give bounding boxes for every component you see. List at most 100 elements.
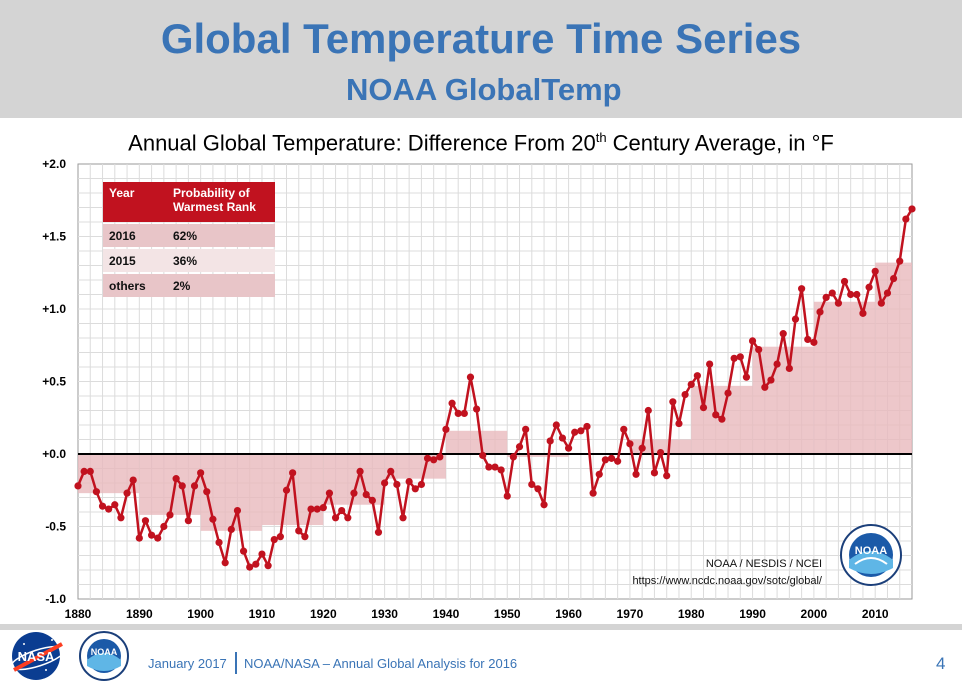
y-tick-label: +0.0	[42, 447, 66, 461]
data-point	[209, 515, 217, 523]
chart-title-main: Annual Global Temperature: Difference Fr…	[128, 130, 596, 156]
page-number: 4	[936, 654, 946, 673]
x-tick-label: 1950	[494, 607, 521, 621]
data-point	[246, 563, 254, 571]
data-point	[902, 215, 910, 223]
data-point	[344, 514, 352, 522]
decade-average-bar	[813, 301, 876, 454]
credit-url-link[interactable]: https://www.ncdc.noaa.gov/sotc/global/	[632, 575, 822, 587]
data-point	[687, 380, 695, 388]
table-cell-probability: 36%	[167, 249, 275, 272]
data-point	[767, 376, 775, 384]
data-point	[92, 488, 100, 496]
x-tick-label: 1880	[65, 607, 92, 621]
table-row: 2016 62%	[103, 224, 275, 247]
data-point	[135, 534, 143, 542]
noaa-logo-icon: NOAA	[840, 524, 902, 586]
noaa-logo-text: NOAA	[855, 545, 887, 557]
data-point	[804, 335, 812, 344]
data-point	[552, 421, 560, 429]
data-point	[466, 373, 475, 381]
data-point	[546, 437, 554, 445]
data-point	[632, 470, 640, 478]
noaa-small-logo-text: NOAA	[91, 647, 118, 657]
data-point	[589, 489, 597, 497]
x-tick-label: 1940	[433, 607, 460, 621]
data-point	[681, 390, 689, 399]
data-point	[295, 527, 303, 535]
data-point	[675, 419, 683, 428]
data-point	[847, 290, 855, 299]
data-point	[160, 522, 168, 531]
data-point	[227, 525, 235, 534]
x-tick-label: 2010	[862, 607, 889, 621]
x-tick-label: 1920	[310, 607, 337, 621]
data-point	[172, 475, 180, 483]
data-point	[534, 485, 542, 493]
table-header-probability-line1: Probability of	[173, 186, 250, 200]
data-point	[123, 489, 131, 497]
data-point	[405, 477, 413, 486]
data-point	[497, 466, 505, 474]
data-point	[166, 511, 174, 519]
credit-agency: NOAA / NESDIS / NCEI	[705, 558, 822, 570]
data-point	[656, 448, 665, 457]
data-point	[411, 485, 419, 493]
data-point	[239, 547, 248, 555]
chart-title-superscript: th	[595, 130, 607, 145]
y-tick-label: +0.5	[42, 375, 66, 389]
data-point	[816, 308, 824, 316]
data-point	[724, 389, 732, 397]
decade-average-bar	[875, 262, 912, 454]
data-point	[509, 453, 517, 461]
x-tick-label: 1990	[739, 607, 766, 621]
data-point	[423, 454, 432, 462]
data-point	[479, 451, 487, 460]
data-point	[98, 502, 107, 510]
data-point	[178, 482, 186, 490]
data-point	[571, 428, 579, 436]
data-point	[203, 488, 211, 496]
data-point	[865, 283, 873, 291]
data-point	[877, 299, 885, 307]
decade-average-bar	[445, 430, 508, 454]
data-point	[105, 505, 113, 513]
data-point	[853, 290, 861, 299]
x-tick-label: 1890	[126, 607, 153, 621]
data-point	[331, 514, 340, 522]
slide-footer	[0, 624, 962, 684]
data-point	[276, 533, 284, 541]
data-point	[540, 501, 548, 509]
data-point	[601, 456, 609, 464]
table-header-year: Year	[103, 182, 167, 222]
data-point	[564, 444, 573, 452]
decade-average-bar	[629, 439, 692, 454]
data-point	[595, 470, 603, 478]
data-point	[718, 415, 726, 423]
data-point	[80, 467, 88, 475]
data-point	[460, 409, 468, 417]
nasa-logo-text: NASA	[18, 649, 55, 664]
data-point	[693, 372, 701, 380]
data-point	[289, 469, 297, 477]
data-point	[761, 383, 769, 391]
table-cell-probability: 62%	[167, 224, 275, 247]
data-point	[282, 486, 291, 494]
data-point	[706, 360, 714, 368]
data-point	[301, 533, 309, 541]
chart-title: Annual Global Temperature: Difference Fr…	[0, 124, 962, 157]
slide-subtitle: NOAA GlobalTemp	[346, 72, 622, 107]
data-point	[399, 514, 407, 522]
slide-title: Global Temperature Time Series	[160, 15, 802, 62]
decade-average-bar	[507, 454, 569, 457]
data-point	[141, 517, 150, 525]
data-point	[748, 337, 757, 345]
data-point	[626, 440, 634, 448]
y-tick-label: -0.5	[45, 520, 66, 534]
y-tick-label: +2.0	[42, 157, 66, 171]
x-tick-label: 1930	[371, 607, 398, 621]
data-point	[890, 274, 898, 283]
chart-title-end: Century Average, in °F	[606, 130, 834, 156]
data-point	[436, 453, 444, 461]
y-tick-label: +1.5	[42, 230, 66, 244]
